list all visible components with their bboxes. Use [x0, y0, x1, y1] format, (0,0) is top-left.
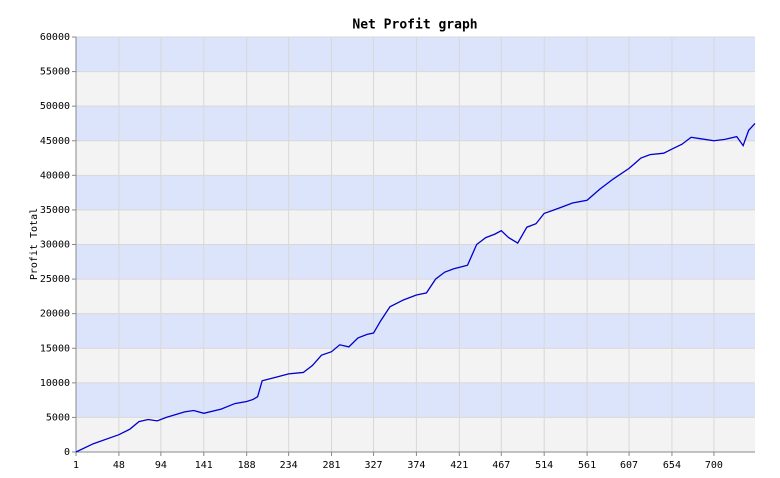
y-tick-label: 25000 [40, 274, 70, 285]
y-axis-label: Profit Total [29, 208, 40, 280]
x-tick-label: 467 [492, 460, 510, 471]
background-band [76, 37, 755, 72]
y-tick-label: 55000 [40, 67, 70, 78]
background-band [76, 313, 755, 349]
y-tick-label: 20000 [40, 309, 70, 320]
x-tick-label: 48 [113, 460, 125, 471]
y-tick-label: 15000 [40, 343, 70, 354]
x-tick-label: 561 [578, 460, 596, 471]
x-tick-label: 1 [73, 460, 79, 471]
x-tick-label: 327 [364, 460, 382, 471]
y-tick-label: 45000 [40, 136, 70, 147]
background-band [76, 348, 755, 383]
x-tick-label: 141 [195, 460, 213, 471]
y-tick-label: 60000 [40, 32, 70, 43]
background-band [76, 71, 755, 107]
x-tick-label: 421 [450, 460, 468, 471]
background-band [76, 244, 755, 280]
background-band [76, 106, 755, 141]
background-band [76, 175, 755, 210]
x-tick-label: 607 [620, 460, 638, 471]
x-tick-label: 654 [663, 460, 681, 471]
y-tick-label: 0 [64, 447, 70, 458]
x-tick-label: 374 [407, 460, 425, 471]
y-tick-label: 35000 [40, 205, 70, 216]
x-tick-label: 700 [705, 460, 723, 471]
y-tick-label: 40000 [40, 170, 70, 181]
y-tick-label: 5000 [46, 412, 70, 423]
x-tick-label: 94 [155, 460, 167, 471]
chart-title: Net Profit graph [352, 18, 477, 33]
x-tick-label: 188 [238, 460, 256, 471]
data-line [75, 123, 756, 453]
background-band [76, 209, 755, 245]
x-tick-label: 234 [280, 460, 298, 471]
y-tick-label: 30000 [40, 240, 70, 251]
x-tick-label: 514 [535, 460, 553, 471]
background-band [76, 279, 755, 314]
x-tick-label: 281 [323, 460, 341, 471]
background-band [76, 417, 755, 452]
y-tick-label: 10000 [40, 378, 70, 389]
background-band [76, 382, 755, 418]
y-tick-label: 50000 [40, 101, 70, 112]
background-band [76, 140, 755, 176]
